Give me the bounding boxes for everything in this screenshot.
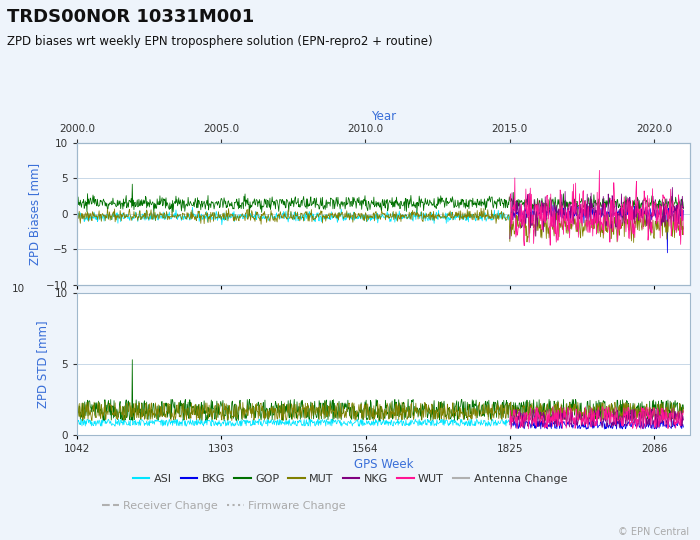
Text: 10: 10	[12, 284, 25, 294]
Text: © EPN Central: © EPN Central	[618, 527, 690, 537]
Text: ZPD biases wrt weekly EPN troposphere solution (EPN-repro2 + routine): ZPD biases wrt weekly EPN troposphere so…	[7, 35, 433, 48]
Legend: ASI, BKG, GOP, MUT, NKG, WUT, Antenna Change: ASI, BKG, GOP, MUT, NKG, WUT, Antenna Ch…	[128, 470, 572, 489]
Legend: Receiver Change, Firmware Change: Receiver Change, Firmware Change	[98, 497, 350, 516]
X-axis label: Year: Year	[371, 110, 395, 123]
Text: TRDS00NOR 10331M001: TRDS00NOR 10331M001	[7, 8, 254, 26]
Y-axis label: ZPD Biases [mm]: ZPD Biases [mm]	[27, 163, 41, 265]
Y-axis label: ZPD STD [mm]: ZPD STD [mm]	[36, 320, 49, 408]
X-axis label: GPS Week: GPS Week	[354, 458, 413, 471]
